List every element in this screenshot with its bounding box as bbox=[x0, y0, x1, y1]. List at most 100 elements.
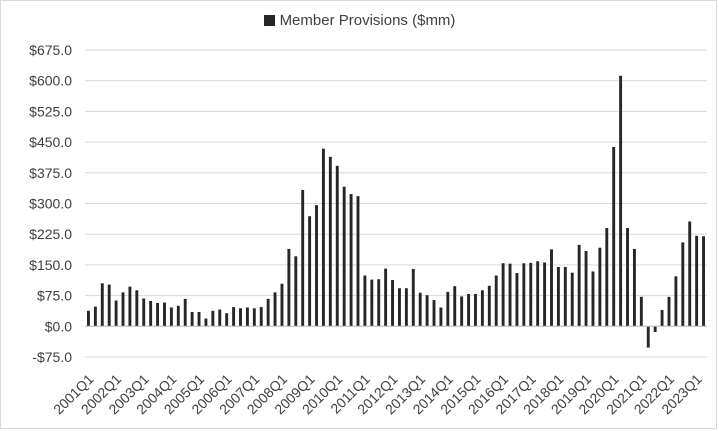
bar bbox=[418, 292, 422, 327]
y-tick-label: $375.0 bbox=[29, 165, 72, 181]
bar bbox=[522, 263, 526, 327]
bar bbox=[460, 296, 464, 327]
bar bbox=[245, 307, 249, 327]
bar bbox=[404, 288, 408, 327]
y-tick-label: $300.0 bbox=[29, 196, 72, 212]
bar bbox=[501, 263, 505, 327]
bar bbox=[204, 318, 208, 327]
bar bbox=[218, 309, 222, 327]
legend: Member Provisions ($mm) bbox=[0, 12, 719, 29]
legend-swatch bbox=[263, 15, 275, 26]
bar bbox=[197, 311, 201, 327]
bar bbox=[87, 310, 90, 327]
y-tick-label: -$75.0 bbox=[32, 349, 72, 365]
y-axis: -$75.0 $0.0 $75.0 $150.0 $225.0 $300.0 $375.0 $… bbox=[29, 42, 72, 365]
bar bbox=[121, 292, 125, 327]
legend-label: Member Provisions ($mm) bbox=[279, 12, 456, 29]
bar bbox=[432, 300, 436, 327]
bar bbox=[695, 235, 699, 327]
bar bbox=[328, 156, 332, 327]
bar bbox=[605, 228, 609, 327]
bar bbox=[259, 307, 263, 327]
bar bbox=[93, 306, 97, 327]
bar bbox=[411, 268, 415, 327]
bar bbox=[494, 275, 498, 327]
bar bbox=[577, 244, 581, 327]
bar bbox=[156, 302, 160, 327]
y-tick-label: $225.0 bbox=[29, 226, 72, 242]
bar bbox=[211, 310, 215, 327]
bar bbox=[163, 302, 166, 327]
bar bbox=[598, 247, 602, 327]
gridlines bbox=[85, 49, 707, 358]
bar bbox=[543, 262, 547, 327]
bar bbox=[107, 284, 111, 327]
bar bbox=[169, 307, 173, 327]
bar bbox=[453, 286, 457, 327]
bar bbox=[619, 75, 623, 327]
bar bbox=[356, 196, 360, 327]
bar bbox=[135, 290, 139, 327]
bar bbox=[439, 307, 443, 327]
bar bbox=[225, 313, 229, 327]
bar bbox=[626, 228, 629, 327]
bar bbox=[487, 285, 491, 327]
bar bbox=[646, 326, 650, 348]
bar bbox=[349, 194, 353, 327]
bar bbox=[536, 261, 540, 327]
bar bbox=[570, 272, 574, 327]
bar bbox=[335, 165, 339, 327]
bar bbox=[384, 268, 388, 327]
bar bbox=[266, 298, 270, 327]
bar bbox=[556, 266, 560, 327]
bar bbox=[391, 280, 394, 327]
bar bbox=[114, 300, 118, 327]
bar bbox=[639, 296, 643, 327]
bar bbox=[321, 148, 325, 327]
bar bbox=[142, 298, 146, 327]
y-tick-label: $525.0 bbox=[29, 103, 72, 119]
bar bbox=[446, 291, 450, 327]
bar bbox=[190, 311, 194, 327]
bar bbox=[550, 249, 553, 327]
bar bbox=[653, 326, 657, 333]
bar bbox=[239, 308, 242, 327]
bar bbox=[370, 279, 374, 327]
bar bbox=[149, 300, 153, 327]
bar bbox=[301, 189, 305, 327]
bar bbox=[515, 273, 519, 327]
bar bbox=[377, 279, 381, 327]
bar bbox=[425, 295, 429, 327]
bar bbox=[280, 283, 284, 327]
bar bbox=[681, 242, 685, 327]
bar bbox=[563, 266, 567, 327]
x-axis: 2001Q12002Q12003Q12004Q12005Q12006Q12007… bbox=[50, 371, 705, 418]
bar bbox=[667, 296, 671, 327]
bar bbox=[315, 205, 318, 327]
bar bbox=[100, 283, 104, 327]
y-tick-label: $600.0 bbox=[29, 73, 72, 89]
bar bbox=[529, 262, 533, 327]
bar bbox=[232, 307, 236, 327]
y-tick-label: $675.0 bbox=[29, 42, 72, 58]
bar bbox=[398, 288, 401, 327]
bar bbox=[584, 250, 588, 327]
bar bbox=[480, 290, 484, 327]
bar bbox=[363, 275, 367, 327]
bar bbox=[273, 292, 277, 327]
bar bbox=[632, 248, 636, 327]
bar bbox=[342, 186, 346, 327]
bar bbox=[660, 309, 664, 327]
bar bbox=[308, 216, 312, 327]
y-tick-label: $0.0 bbox=[45, 318, 72, 334]
bar bbox=[176, 305, 180, 327]
bar bbox=[612, 147, 616, 327]
bar bbox=[508, 263, 512, 327]
bar bbox=[128, 286, 132, 327]
bar bbox=[467, 293, 471, 327]
bar bbox=[688, 221, 692, 327]
bar bbox=[702, 236, 705, 327]
bars bbox=[87, 75, 705, 348]
bar bbox=[294, 256, 298, 327]
